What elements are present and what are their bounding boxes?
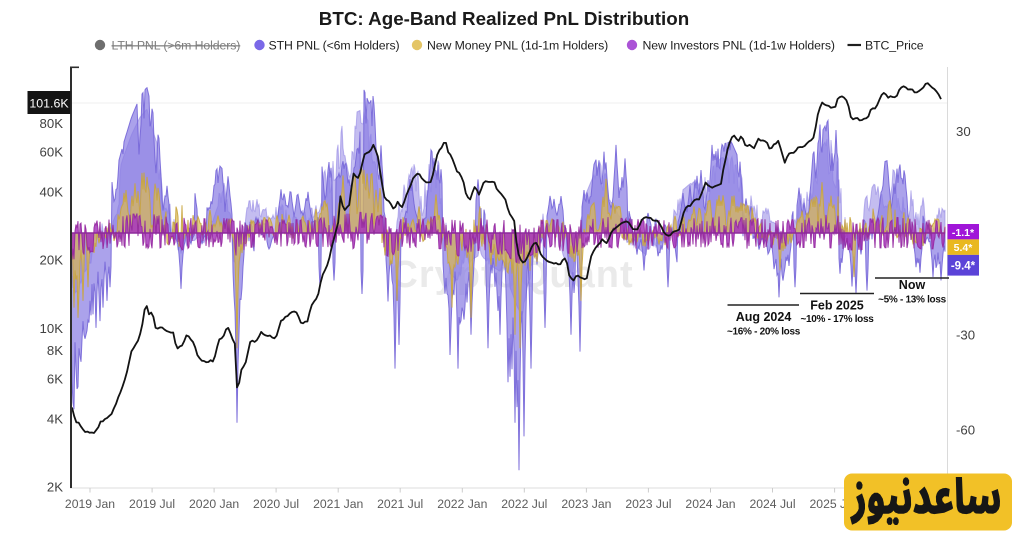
svg-text:2K: 2K: [47, 480, 63, 495]
svg-text:101.6K: 101.6K: [29, 97, 69, 111]
svg-text:BTC_Price: BTC_Price: [865, 39, 924, 53]
svg-text:2022 Jul: 2022 Jul: [501, 497, 547, 511]
svg-text:20K: 20K: [40, 253, 64, 268]
svg-text:80K: 80K: [40, 116, 64, 131]
svg-text:6K: 6K: [47, 371, 63, 386]
svg-text:-30: -30: [956, 327, 975, 342]
svg-text:-1.1*: -1.1*: [952, 227, 975, 239]
svg-text:2024 Jan: 2024 Jan: [685, 497, 735, 511]
svg-text:2019 Jan: 2019 Jan: [65, 497, 115, 511]
svg-text:-60: -60: [956, 423, 975, 438]
svg-text:LTH PNL (>6m Holders): LTH PNL (>6m Holders): [112, 39, 241, 53]
svg-text:2022 Jan: 2022 Jan: [437, 497, 487, 511]
svg-text:60K: 60K: [40, 144, 64, 159]
svg-text:10K: 10K: [40, 321, 64, 336]
svg-text:~10% - 17% loss: ~10% - 17% loss: [800, 314, 874, 325]
svg-text:2020 Jul: 2020 Jul: [253, 497, 299, 511]
svg-text:2024 Jul: 2024 Jul: [749, 497, 795, 511]
svg-text:-9.4*: -9.4*: [951, 261, 976, 273]
svg-text:8K: 8K: [47, 343, 63, 358]
svg-text:2023 Jul: 2023 Jul: [625, 497, 671, 511]
svg-text:~16% - 20% loss: ~16% - 20% loss: [727, 327, 801, 338]
svg-text:2021 Jan: 2021 Jan: [313, 497, 363, 511]
svg-text:2021 Jul: 2021 Jul: [377, 497, 423, 511]
svg-text:STH PNL (<6m Holders): STH PNL (<6m Holders): [269, 39, 400, 53]
svg-text:Feb 2025: Feb 2025: [810, 299, 864, 313]
svg-text:30: 30: [956, 124, 971, 139]
svg-text:Aug 2024: Aug 2024: [736, 310, 792, 324]
svg-text:40K: 40K: [40, 184, 64, 199]
svg-text:New Investors PNL (1d-1w Holde: New Investors PNL (1d-1w Holders): [643, 39, 835, 53]
svg-text:Now: Now: [899, 278, 926, 292]
svg-text:BTC: Age-Band Realized PnL Dis: BTC: Age-Band Realized PnL Distribution: [319, 8, 689, 29]
svg-text:4K: 4K: [47, 411, 63, 426]
svg-text:~5% - 13% loss: ~5% - 13% loss: [878, 295, 947, 306]
svg-text:2019 Jul: 2019 Jul: [129, 497, 175, 511]
svg-text:2023 Jan: 2023 Jan: [561, 497, 611, 511]
svg-text:New Money PNL (1d-1m Holders): New Money PNL (1d-1m Holders): [427, 39, 608, 53]
svg-text:2020 Jan: 2020 Jan: [189, 497, 239, 511]
svg-text:5.4*: 5.4*: [954, 242, 974, 254]
